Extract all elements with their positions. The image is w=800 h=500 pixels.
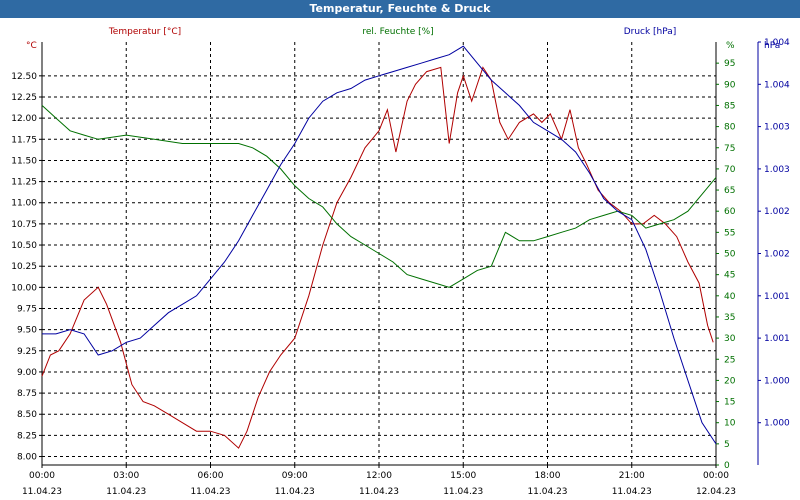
chart-title: Temperatur, Feuchte & Druck: [0, 0, 800, 18]
left-tick-label: 9.25: [17, 347, 37, 357]
pressure-tick-label: 1.003: [764, 165, 790, 175]
x-tick-time: 00:00: [703, 471, 729, 481]
x-tick-time: 21:00: [619, 471, 645, 481]
x-tick-date: 11.04.23: [359, 487, 399, 497]
left-tick-label: 8.25: [17, 431, 37, 441]
pressure-tick-label: 1.001: [764, 292, 790, 302]
humidity-tick-label: 50: [724, 250, 736, 260]
pressure-tick-label: 1.004: [764, 38, 790, 48]
left-tick-label: 10.25: [11, 262, 37, 272]
humidity-tick-label: 10: [724, 419, 736, 429]
humidity-tick-label: 20: [724, 376, 736, 386]
left-axis-ticks: 8.00 8.25 8.50 8.75 9.00 9.25 9.50 9.75 10.00 10.…: [11, 72, 42, 463]
humidity-tick-label: 30: [724, 334, 736, 344]
pressure-axis-ticks: 1.000 1.000 1.001 1.001 1.002 1.002 1.003 1.003…: [758, 38, 790, 429]
pressure-tick-label: 1.003: [764, 123, 790, 133]
humidity-tick-label: 95: [724, 59, 735, 69]
x-tick-time: 09:00: [282, 471, 308, 481]
chart-background: [0, 18, 800, 500]
left-tick-label: 8.00: [17, 453, 37, 463]
humidity-axis-ticks: 0 5 10 15 20 25 30 35 40 45 50 55 60 65 70 75 80 85 90 95: [716, 59, 736, 471]
humidity-axis-label: rel. Feuchte [%]: [362, 27, 433, 37]
x-tick-time: 03:00: [113, 471, 139, 481]
humidity-tick-label: 40: [724, 292, 736, 302]
pressure-tick-label: 1.002: [764, 250, 790, 260]
left-tick-label: 8.75: [17, 389, 37, 399]
chart-svg: Temperatur [°C] rel. Feuchte [%] Druck […: [0, 18, 800, 500]
left-tick-label: 12.00: [11, 114, 37, 124]
humidity-line: [41, 105, 717, 288]
x-tick-time: 06:00: [198, 471, 224, 481]
humidity-tick-label: 5: [724, 440, 730, 450]
x-tick-date: 11.04.23: [527, 487, 567, 497]
temperature-line: [41, 66, 714, 449]
humidity-tick-label: 75: [724, 144, 735, 154]
x-tick-time: 18:00: [535, 471, 561, 481]
x-tick-date: 11.04.23: [106, 487, 146, 497]
humidity-tick-label: 35: [724, 313, 735, 323]
humidity-tick-label: 70: [724, 165, 736, 175]
pressure-line: [42, 45, 717, 445]
humidity-tick-label: 25: [724, 355, 735, 365]
humidity-tick-label: 85: [724, 101, 735, 111]
left-tick-label: 10.75: [11, 220, 37, 230]
x-tick-date: 11.04.23: [22, 487, 62, 497]
x-tick-date: 11.04.23: [275, 487, 315, 497]
humidity-tick-label: 80: [724, 123, 736, 133]
left-tick-label: 11.75: [11, 135, 37, 145]
left-axis-label: Temperatur [°C]: [108, 27, 181, 37]
x-tick-time: 12:00: [366, 471, 392, 481]
left-tick-label: 11.00: [11, 199, 37, 209]
x-axis-ticks: 00:00 11.04.23 03:00 11.04.23 06:00 11.04.23 0…: [22, 465, 736, 497]
humidity-axis-unit: %: [726, 41, 735, 51]
left-tick-label: 12.50: [11, 72, 37, 82]
humidity-tick-label: 60: [724, 207, 736, 217]
series-group: [41, 45, 717, 449]
humidity-tick-label: 55: [724, 228, 735, 238]
humidity-tick-label: 65: [724, 186, 735, 196]
humidity-tick-label: 90: [724, 80, 736, 90]
left-tick-label: 10.00: [11, 283, 37, 293]
x-tick-time: 00:00: [29, 471, 55, 481]
humidity-tick-label: 15: [724, 398, 735, 408]
x-tick-date: 11.04.23: [612, 487, 652, 497]
pressure-tick-label: 1.002: [764, 207, 790, 217]
left-tick-label: 9.75: [17, 304, 37, 314]
x-tick-time: 15:00: [450, 471, 476, 481]
x-tick-date: 11.04.23: [443, 487, 483, 497]
left-tick-label: 9.50: [17, 326, 37, 336]
left-tick-label: 8.50: [17, 410, 37, 420]
left-tick-label: 9.00: [17, 368, 37, 378]
pressure-axis-unit: hPa: [764, 41, 780, 51]
left-tick-label: 10.50: [11, 241, 37, 251]
humidity-tick-label: 0: [724, 461, 730, 471]
x-tick-date: 11.04.23: [190, 487, 230, 497]
left-tick-label: 12.25: [11, 93, 37, 103]
pressure-tick-label: 1.004: [764, 80, 790, 90]
x-tick-date: 12.04.23: [696, 487, 736, 497]
left-tick-label: 11.25: [11, 178, 37, 188]
humidity-tick-label: 45: [724, 271, 735, 281]
left-tick-label: 11.50: [11, 156, 37, 166]
left-axis-unit: °C: [26, 41, 37, 51]
pressure-axis-label: Druck [hPa]: [624, 27, 677, 37]
pressure-tick-label: 1.000: [764, 376, 790, 386]
pressure-tick-label: 1.000: [764, 419, 790, 429]
pressure-tick-label: 1.001: [764, 334, 790, 344]
